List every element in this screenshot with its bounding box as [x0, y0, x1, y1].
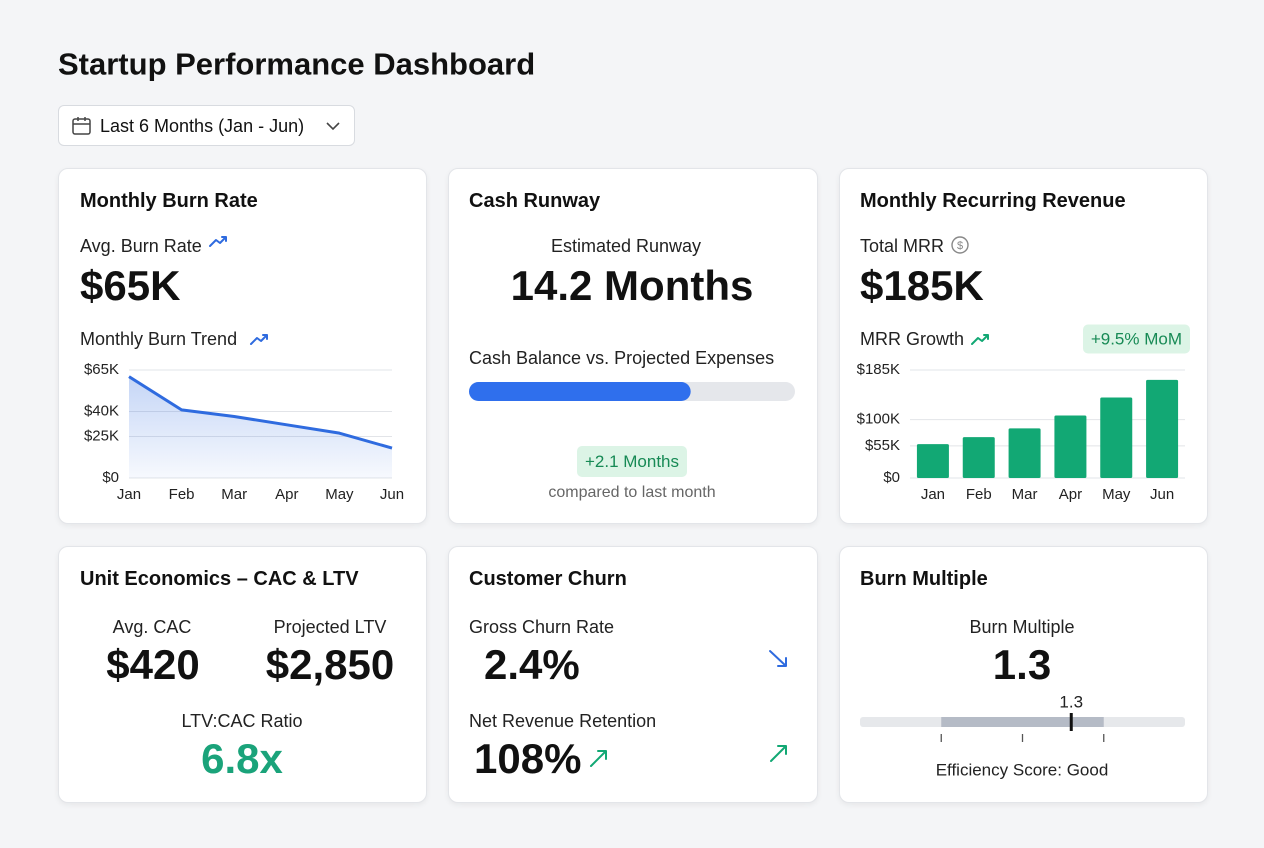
x-tick-label: May: [1102, 486, 1131, 503]
progress-fill: [469, 382, 691, 401]
bar: [1008, 428, 1041, 478]
metric-label: Gross Churn Rate: [469, 617, 615, 637]
change-badge-wrap: +2.1 Months: [432, 446, 832, 477]
line: [128, 375, 393, 450]
card-title: Cash Runway: [469, 190, 601, 212]
x-tick-label: Mar: [221, 486, 247, 503]
growth-badge: +9.5% MoM: [1082, 324, 1190, 354]
metric-label: Total MRR: [860, 236, 945, 256]
x-tick-label: Jan: [921, 486, 945, 503]
change-badge: +2.1 Months: [576, 446, 688, 477]
trend-icon: [971, 334, 989, 345]
metric-value: 2.4%: [484, 641, 580, 688]
bar: [1146, 379, 1179, 478]
y-tick-label: $65K: [84, 361, 119, 378]
x-tick-label: Mar: [1012, 486, 1038, 503]
trend-icon: [209, 236, 227, 247]
x-tick-label: Feb: [169, 486, 195, 503]
metric-label: LTV:CAC Ratio: [181, 711, 303, 731]
x-tick-label: May: [325, 486, 354, 503]
y-tick-label: $0: [883, 469, 900, 486]
bar: [916, 444, 949, 478]
trend-icon: [250, 334, 268, 345]
bar: [962, 437, 995, 478]
chevron-icon: [326, 122, 340, 131]
up-arrow-icon: [770, 745, 787, 762]
down-arrow-icon: [769, 650, 787, 667]
metric-value: 1.3: [992, 641, 1052, 688]
metric-label: Avg. CAC: [112, 617, 192, 637]
card-title: Monthly Burn Rate: [80, 190, 258, 212]
change-note: compared to last month: [548, 484, 716, 501]
page-title: Startup Performance Dashboard: [58, 46, 536, 82]
x-tick-label: Jan: [117, 486, 141, 503]
x-tick-label: Apr: [275, 486, 298, 503]
card-title: Monthly Recurring Revenue: [860, 190, 1126, 212]
metric-label: Avg. Burn Rate: [80, 236, 202, 256]
dollar-icon: [951, 236, 969, 254]
metric-label: Net Revenue Retention: [469, 711, 657, 731]
metric-value: $65K: [80, 262, 181, 309]
bar: [1100, 397, 1133, 478]
x-tick-label: Jun: [1150, 486, 1174, 503]
card: [839, 546, 1208, 803]
x-tick-label: Jun: [380, 486, 404, 503]
y-tick-label: $0: [102, 469, 119, 486]
metric-label: Projected LTV: [273, 617, 387, 637]
gauge-value-label: 1.3: [1059, 692, 1083, 711]
chart-title: MRR Growth: [860, 329, 965, 349]
bar: [1054, 415, 1087, 478]
card: [58, 546, 427, 803]
y-tick-label: $25K: [84, 427, 119, 444]
dollar-icon-glyph: $: [957, 240, 963, 252]
date-range-dropdown[interactable]: Last 6 Months (Jan - Jun): [58, 105, 355, 146]
calendar-icon: [72, 117, 91, 135]
card-title: Burn Multiple: [860, 568, 988, 590]
metric-value: $185K: [860, 262, 984, 309]
card: [448, 546, 818, 803]
bar-title: Cash Balance vs. Projected Expenses: [469, 348, 775, 368]
y-tick-label: $100K: [857, 411, 900, 428]
metric-value: 6.8x: [201, 735, 283, 782]
y-tick-label: $185K: [857, 361, 900, 378]
metric-value: 108%: [474, 735, 582, 782]
metric-value: $2,850: [265, 641, 395, 688]
x-tick-label: Feb: [966, 486, 992, 503]
area: [129, 376, 392, 478]
y-tick-label: $55K: [865, 437, 900, 454]
up-arrow-icon: [590, 750, 607, 767]
score-label: Efficiency Score: Good: [935, 760, 1109, 780]
y-tick-label: $40K: [84, 403, 119, 420]
metric-value: 14.2 Months: [510, 262, 754, 309]
metric-label: Burn Multiple: [969, 617, 1075, 637]
card-title: Customer Churn: [469, 568, 627, 590]
metric-label: Estimated Runway: [550, 236, 702, 256]
metric-value: $420: [106, 641, 200, 688]
card-title: Unit Economics – CAC & LTV: [80, 568, 359, 590]
date-range-label: Last 6 Months (Jan - Jun): [100, 116, 305, 136]
gauge-band: [941, 717, 1104, 727]
x-tick-label: Apr: [1059, 486, 1082, 503]
chart-title: Monthly Burn Trend: [80, 329, 238, 349]
